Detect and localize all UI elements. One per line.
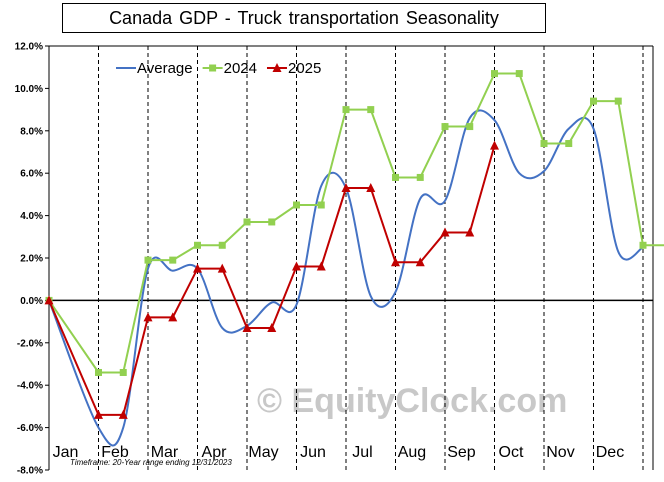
series-2025-point — [465, 227, 475, 237]
series-2025-point — [44, 295, 54, 305]
series-2024-point — [491, 70, 498, 78]
x-tick-label: Oct — [499, 444, 524, 461]
series-2024-line — [48, 72, 664, 374]
x-tick-label: Dec — [596, 444, 624, 461]
series-2024-point — [169, 256, 177, 264]
series-2024-point — [194, 241, 201, 249]
series-2025-point — [292, 261, 301, 271]
series-average-line — [48, 109, 644, 447]
series-2025-point — [366, 183, 376, 193]
series-2025-point — [391, 257, 400, 267]
x-tick-label: Feb — [101, 444, 129, 461]
series-2025-point — [415, 257, 425, 267]
series-2024-point — [416, 173, 424, 181]
x-tick-label: Nov — [546, 444, 574, 461]
series-2024-point — [119, 368, 127, 376]
y-tick-label: 2.0% — [20, 254, 43, 265]
series-2024-point — [590, 97, 597, 105]
x-tick-label: Aug — [398, 444, 426, 461]
x-tick-label: Mar — [151, 444, 179, 461]
series-2024-point — [466, 123, 474, 131]
series-layer — [44, 70, 664, 447]
series-2024-point — [614, 97, 622, 105]
series-2025-point — [341, 183, 351, 193]
legend-2025-marker — [272, 63, 282, 72]
y-tick-label: 10.0% — [15, 84, 43, 95]
series-2024-point — [565, 140, 573, 148]
series-2024-point — [515, 70, 523, 78]
y-tick-label: -6.0% — [17, 423, 43, 434]
x-tick-label: Apr — [202, 444, 228, 461]
y-tick-label: -2.0% — [17, 338, 43, 349]
y-tick-label: -4.0% — [17, 381, 43, 392]
series-2024-point — [639, 241, 647, 249]
footnote: Timeframe: 20-Year range ending 12/31/20… — [70, 458, 232, 467]
x-tick-label: May — [248, 444, 278, 461]
series-2024-point — [95, 368, 102, 376]
series-2025-point — [316, 261, 326, 271]
footnote-layer: Timeframe: 20-Year range ending 12/31/20… — [70, 458, 232, 467]
series-2024-point — [268, 218, 276, 226]
series-2024-point — [293, 201, 300, 209]
legend-2024-marker — [209, 64, 217, 72]
x-tick-label: Jun — [300, 444, 326, 461]
series-2025-point — [168, 312, 178, 322]
series-2024-point — [367, 106, 375, 114]
series-2024-point — [243, 218, 251, 226]
y-tick-label: 12.0% — [15, 42, 43, 53]
y-tick-label: -8.0% — [17, 466, 43, 477]
series-2025-point — [118, 409, 128, 419]
legend-average-label: Average — [137, 60, 193, 77]
legend: Average 2024 2025 — [116, 60, 321, 77]
x-tick-label: Jan — [53, 444, 79, 461]
series-2025-point — [143, 312, 153, 322]
watermark: © EquityClock.com — [257, 382, 567, 420]
watermark-text: © EquityClock.com — [257, 382, 567, 420]
legend-2024-label: 2024 — [224, 60, 257, 77]
series-2024-point — [144, 256, 152, 264]
y-tick-label: 6.0% — [20, 169, 43, 180]
series-2024-point — [441, 123, 449, 131]
x-tick-label: Jul — [352, 444, 372, 461]
legend-2025-label: 2025 — [288, 60, 321, 77]
axes: 12.0% 10.0% 8.0% 6.0% 4.0% 2.0% 0.0% -2.0% -4.0%… — [15, 42, 654, 477]
series-2024-point — [540, 140, 548, 148]
series-2025-point — [440, 227, 450, 237]
y-tick-label: 4.0% — [20, 211, 43, 222]
series-2024-point — [342, 106, 350, 114]
chart-title: Canada GDP - Truck transportation Season… — [62, 3, 546, 33]
y-tick-label: 8.0% — [20, 126, 43, 137]
series-2025-point — [490, 140, 499, 150]
series-2025-point — [193, 263, 202, 273]
series-2024-point — [392, 173, 399, 181]
y-tick-label: 0.0% — [20, 296, 43, 307]
x-tick-label: Sep — [447, 444, 476, 461]
series-2025-point — [217, 263, 227, 273]
series-2025-line — [48, 145, 496, 416]
series-2025-point — [242, 322, 252, 332]
series-2025-point — [94, 409, 103, 419]
series-2024-point — [317, 201, 325, 209]
series-2025-point — [267, 322, 277, 332]
series-2024-point — [218, 241, 226, 249]
